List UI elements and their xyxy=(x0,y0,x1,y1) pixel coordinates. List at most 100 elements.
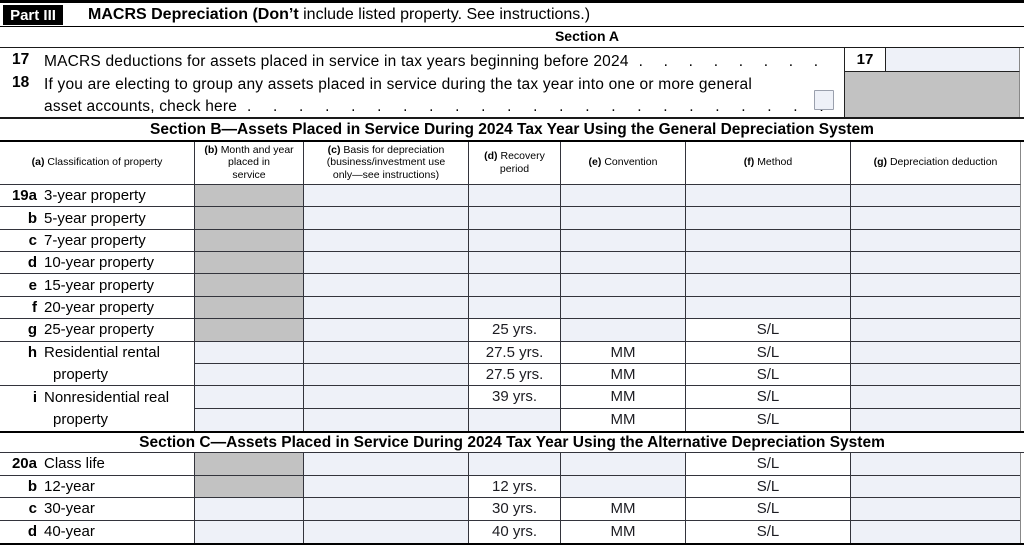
line18-shaded-cell xyxy=(844,71,1020,117)
line17-amount-field[interactable] xyxy=(886,48,1020,72)
column-header-depreciation-deduction: (g) Depreciation deduction xyxy=(850,141,1020,184)
col-e-tag: (e) xyxy=(588,156,602,169)
column-header-convention: (e) Convention xyxy=(560,141,685,184)
sectionB-row-6-depreciation-deduction[interactable] xyxy=(850,319,1020,342)
sectionB-row-8-basis[interactable] xyxy=(303,363,468,387)
sectionB-row-9-recovery-period: 39 yrs. xyxy=(468,386,560,409)
sectionB-row-10-depreciation-deduction[interactable] xyxy=(850,408,1020,431)
sectionB-row-3-basis[interactable] xyxy=(303,252,468,275)
column-header-basis: (c) Basis for depreciation (business/inv… xyxy=(303,141,468,184)
sectionB-row-0-classification: 19a 3-year property xyxy=(0,185,194,208)
line17-number: 17 xyxy=(12,51,30,68)
row-number: c xyxy=(28,231,37,249)
sectionC-row-0-depreciation-deduction[interactable] xyxy=(850,453,1020,476)
sectionB-row-0-method[interactable] xyxy=(685,185,850,208)
sectionC-row-2-convention: MM xyxy=(560,498,685,521)
sectionB-row-4-depreciation-deduction[interactable] xyxy=(850,274,1020,297)
sectionB-row-4-recovery-period[interactable] xyxy=(468,274,560,297)
sectionB-row-10-classification: property xyxy=(0,409,194,431)
sectionB-row-1-recovery-period[interactable] xyxy=(468,207,560,230)
sectionB-row-1-depreciation-deduction[interactable] xyxy=(850,207,1020,230)
sectionB-row-1-basis[interactable] xyxy=(303,207,468,230)
sectionB-row-3-depreciation-deduction[interactable] xyxy=(850,252,1020,275)
sectionB-row-e: e 15-year property xyxy=(0,274,1020,297)
sectionB-row-7-depreciation-deduction[interactable] xyxy=(850,341,1020,364)
column-header-classification: (a) Classification of property xyxy=(0,142,194,185)
row-number: d xyxy=(27,523,37,541)
row-label: 5-year property xyxy=(44,209,146,227)
sectionB-row-0-depreciation-deduction[interactable] xyxy=(850,185,1020,208)
sectionB-row-f: f 20-year property xyxy=(0,296,1020,320)
line17-label: MACRS deductions for assets placed in se… xyxy=(44,53,629,70)
line18-checkbox[interactable] xyxy=(814,90,834,110)
sectionB-row-5-basis[interactable] xyxy=(303,296,468,320)
sectionB-row-9-basis[interactable] xyxy=(303,386,468,409)
sectionC-row-1-basis[interactable] xyxy=(303,475,468,498)
sectionB-row-5-depreciation-deduction[interactable] xyxy=(850,296,1020,320)
col-g-tag: (g) xyxy=(873,156,888,169)
sectionB-row-2-method[interactable] xyxy=(685,229,850,253)
sectionB-row-9-depreciation-deduction[interactable] xyxy=(850,386,1020,409)
row-number: f xyxy=(32,298,37,316)
row-label: Class life xyxy=(44,455,105,473)
row-number: 20a xyxy=(11,455,37,473)
sectionB-row-0-recovery-period[interactable] xyxy=(468,185,560,208)
sectionB-row-3-convention[interactable] xyxy=(560,252,685,275)
sectionB-row-6-basis[interactable] xyxy=(303,319,468,342)
sectionB-row-6-month-year xyxy=(194,319,303,342)
sectionB-row-0-basis[interactable] xyxy=(303,185,468,208)
sectionC-row-3-basis[interactable] xyxy=(303,520,468,543)
sectionC-row-2-basis[interactable] xyxy=(303,498,468,521)
sectionB-row-1-convention[interactable] xyxy=(560,207,685,230)
sectionB-row-10-month-year[interactable] xyxy=(194,408,303,431)
sectionB-row-4-classification: e 15-year property xyxy=(0,274,194,297)
sectionB-row-10-recovery-period[interactable] xyxy=(468,408,560,431)
sectionC-row-2-depreciation-deduction[interactable] xyxy=(850,498,1020,521)
sectionB-row-4-method[interactable] xyxy=(685,274,850,297)
sectionB-row-7-basis[interactable] xyxy=(303,341,468,364)
sectionB-row-3-recovery-period[interactable] xyxy=(468,252,560,275)
sectionB-row-3-classification: d 10-year property xyxy=(0,252,194,275)
row-label: 25-year property xyxy=(44,321,155,339)
sectionB-row-6-convention[interactable] xyxy=(560,319,685,342)
sectionB-row-5-method[interactable] xyxy=(685,296,850,320)
sectionB-row-8-depreciation-deduction[interactable] xyxy=(850,363,1020,387)
sectionC-row-3-method: S/L xyxy=(685,520,850,543)
sectionB-row-2-convention[interactable] xyxy=(560,229,685,253)
sectionB-row-1-method[interactable] xyxy=(685,207,850,230)
col-a-label: Classification of property xyxy=(47,156,163,169)
sectionB-row-10-basis[interactable] xyxy=(303,408,468,431)
sectionB-row-5-recovery-period[interactable] xyxy=(468,296,560,320)
sectionC-row-3-depreciation-deduction[interactable] xyxy=(850,520,1020,543)
row-number: e xyxy=(28,276,37,294)
sectionC-row-1-convention[interactable] xyxy=(560,475,685,498)
sectionC-row-0-recovery-period[interactable] xyxy=(468,453,560,476)
sectionB-row-4-basis[interactable] xyxy=(303,274,468,297)
sectionC-row-3-month-year[interactable] xyxy=(194,520,303,543)
sectionB-row-1-month-year xyxy=(194,207,303,230)
sectionC-row-0-convention[interactable] xyxy=(560,453,685,476)
sectionC-row-0-basis[interactable] xyxy=(303,453,468,476)
sectionC-row-1-depreciation-deduction[interactable] xyxy=(850,475,1020,498)
sectionB-row-9-month-year[interactable] xyxy=(194,386,303,409)
section-c-table: 20a Class life S/L b 12-year 12 yrs. S/L c 30-ye… xyxy=(0,453,1021,543)
sectionB-row-2-depreciation-deduction[interactable] xyxy=(850,229,1020,253)
sectionB-row-2-basis[interactable] xyxy=(303,229,468,253)
row-number: 19a xyxy=(11,187,37,205)
sectionB-row-8: property 27.5 yrs. MM S/L xyxy=(0,363,1020,387)
sectionC-row-2-month-year[interactable] xyxy=(194,498,303,521)
sectionB-row-4-convention[interactable] xyxy=(560,274,685,297)
sectionB-row-5-convention[interactable] xyxy=(560,296,685,320)
sectionC-row-0-method: S/L xyxy=(685,453,850,476)
row-number: i xyxy=(32,388,37,406)
row-number: d xyxy=(27,254,37,272)
sectionB-row-g: g 25-year property 25 yrs. S/L xyxy=(0,319,1020,342)
sectionB-row-3-method[interactable] xyxy=(685,252,850,275)
sectionB-row-8-month-year[interactable] xyxy=(194,363,303,387)
sectionB-row-7-month-year[interactable] xyxy=(194,341,303,364)
line18-dot-leader: . . . . . . . . . . . . . . . . . . . . … xyxy=(247,98,824,115)
sectionB-row-2-recovery-period[interactable] xyxy=(468,229,560,253)
sectionB-row-0-convention[interactable] xyxy=(560,185,685,208)
sectionC-row-d: d 40-year 40 yrs. MM S/L xyxy=(0,520,1020,543)
sectionB-row-8-classification: property xyxy=(0,364,194,387)
